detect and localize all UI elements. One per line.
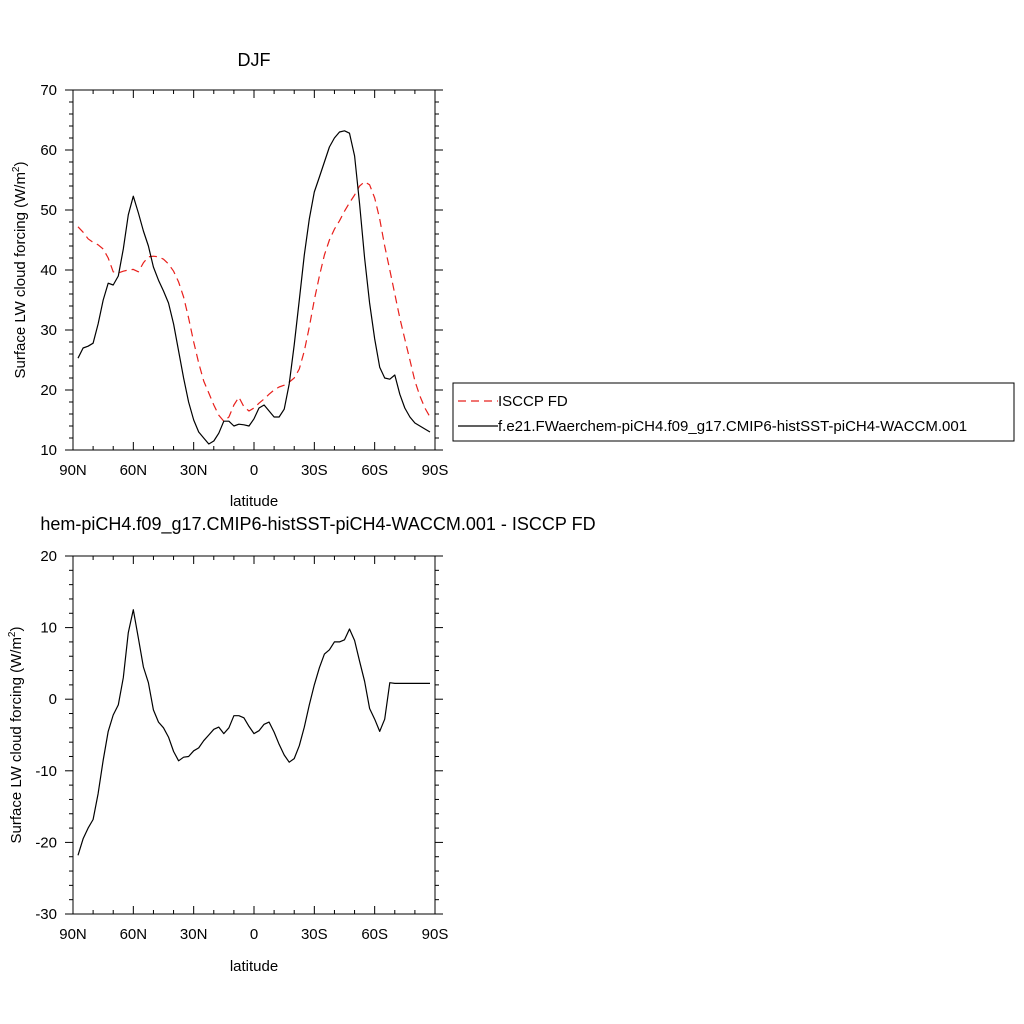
x-tick-label: 60N <box>120 462 148 479</box>
bottom-y-label-sup: 2 <box>7 631 18 637</box>
isccp-fd-series-line <box>77 181 431 422</box>
bottom-plot-frame <box>72 555 436 915</box>
x-tick-label: 90S <box>422 462 449 479</box>
x-tick-label: 90N <box>59 462 87 479</box>
y-tick-label: -30 <box>35 906 57 923</box>
legend-label-isccp: ISCCP FD <box>498 393 568 410</box>
x-tick-label: 60S <box>361 926 388 943</box>
x-tick-label: 0 <box>250 926 258 943</box>
y-tick-label: 60 <box>40 142 57 159</box>
bottom-chart-title: hem-piCH4.f09_g17.CMIP6-histSST-piCH4-WA… <box>40 514 595 535</box>
x-tick-label: 30S <box>301 926 328 943</box>
x-tick-label: 0 <box>250 462 258 479</box>
y-tick-label: 20 <box>40 548 57 565</box>
x-tick-label: 60S <box>361 462 388 479</box>
top-y-label-sup: 2 <box>11 166 22 172</box>
top-y-label-close: ) <box>12 161 29 166</box>
x-tick-label: 30N <box>180 462 208 479</box>
y-tick-label: 40 <box>40 262 57 279</box>
top-x-axis-label: latitude <box>230 493 278 510</box>
bottom-series-lines <box>77 609 430 856</box>
top-y-axis: 10 20 30 40 50 60 70 <box>40 82 443 459</box>
y-tick-label: 10 <box>40 442 57 459</box>
y-tick-label: 10 <box>40 620 57 637</box>
bottom-y-axis-label: Surface LW cloud forcing (W/m2) <box>7 626 25 843</box>
bottom-x-axis-label: latitude <box>230 958 278 975</box>
top-y-axis-label: Surface LW cloud forcing (W/m2) <box>11 161 29 378</box>
x-tick-label: 30S <box>301 462 328 479</box>
y-tick-label: 20 <box>40 382 57 399</box>
model-series-line <box>77 130 431 445</box>
y-tick-label: 0 <box>49 691 57 708</box>
y-tick-label: 70 <box>40 82 57 99</box>
x-tick-label: 30N <box>180 926 208 943</box>
x-tick-label: 90S <box>422 926 449 943</box>
legend: ISCCP FD f.e21.FWaerchem-piCH4.f09_g17.C… <box>452 382 1015 442</box>
top-y-label-main: Surface LW cloud forcing (W/m <box>12 172 29 378</box>
legend-box <box>452 382 1015 442</box>
bottom-y-label-main: Surface LW cloud forcing (W/m <box>8 637 25 843</box>
top-plot-frame <box>72 89 436 451</box>
top-x-axis: 90N 60N 30N 0 30S 60S 90S <box>59 90 448 479</box>
y-tick-label: 50 <box>40 202 57 219</box>
bottom-panel: hem-piCH4.f09_g17.CMIP6-histSST-piCH4-WA… <box>7 514 596 975</box>
x-tick-label: 90N <box>59 926 87 943</box>
y-tick-label: -10 <box>35 763 57 780</box>
y-tick-label: -20 <box>35 834 57 851</box>
top-chart-title: DJF <box>238 50 271 70</box>
difference-series-line <box>77 609 430 856</box>
y-tick-label: 30 <box>40 322 57 339</box>
bottom-y-label-close: ) <box>8 626 25 631</box>
top-series-lines <box>77 130 431 445</box>
bottom-y-axis: -30 -20 -10 0 10 20 <box>35 548 443 923</box>
top-panel: DJF 90N 60N 30N 0 30S 60S 90S 10 20 30 40 50 60 70 l… <box>11 50 1015 510</box>
legend-label-model: f.e21.FWaerchem-piCH4.f09_g17.CMIP6-hist… <box>498 418 967 435</box>
x-tick-label: 60N <box>120 926 148 943</box>
bottom-x-axis: 90N 60N 30N 0 30S 60S 90S <box>59 556 448 943</box>
